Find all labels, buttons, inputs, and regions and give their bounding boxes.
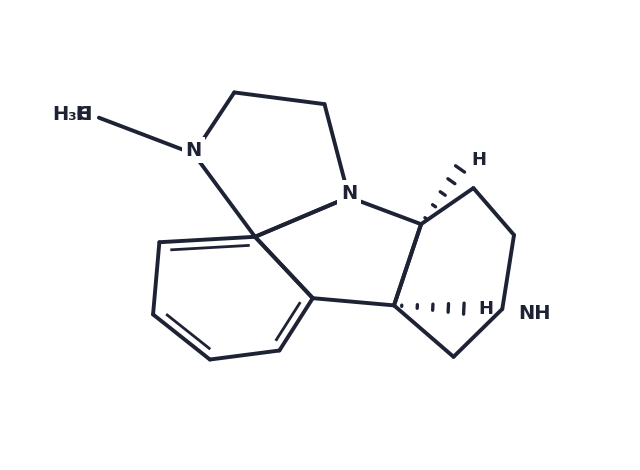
Text: N: N [340, 184, 357, 203]
Text: N: N [186, 141, 202, 160]
Text: NH: NH [518, 304, 551, 323]
Text: H: H [76, 105, 92, 124]
Text: H: H [472, 151, 486, 169]
Text: H₃C: H₃C [52, 105, 92, 124]
Text: H: H [76, 105, 92, 124]
Text: H: H [479, 300, 494, 318]
